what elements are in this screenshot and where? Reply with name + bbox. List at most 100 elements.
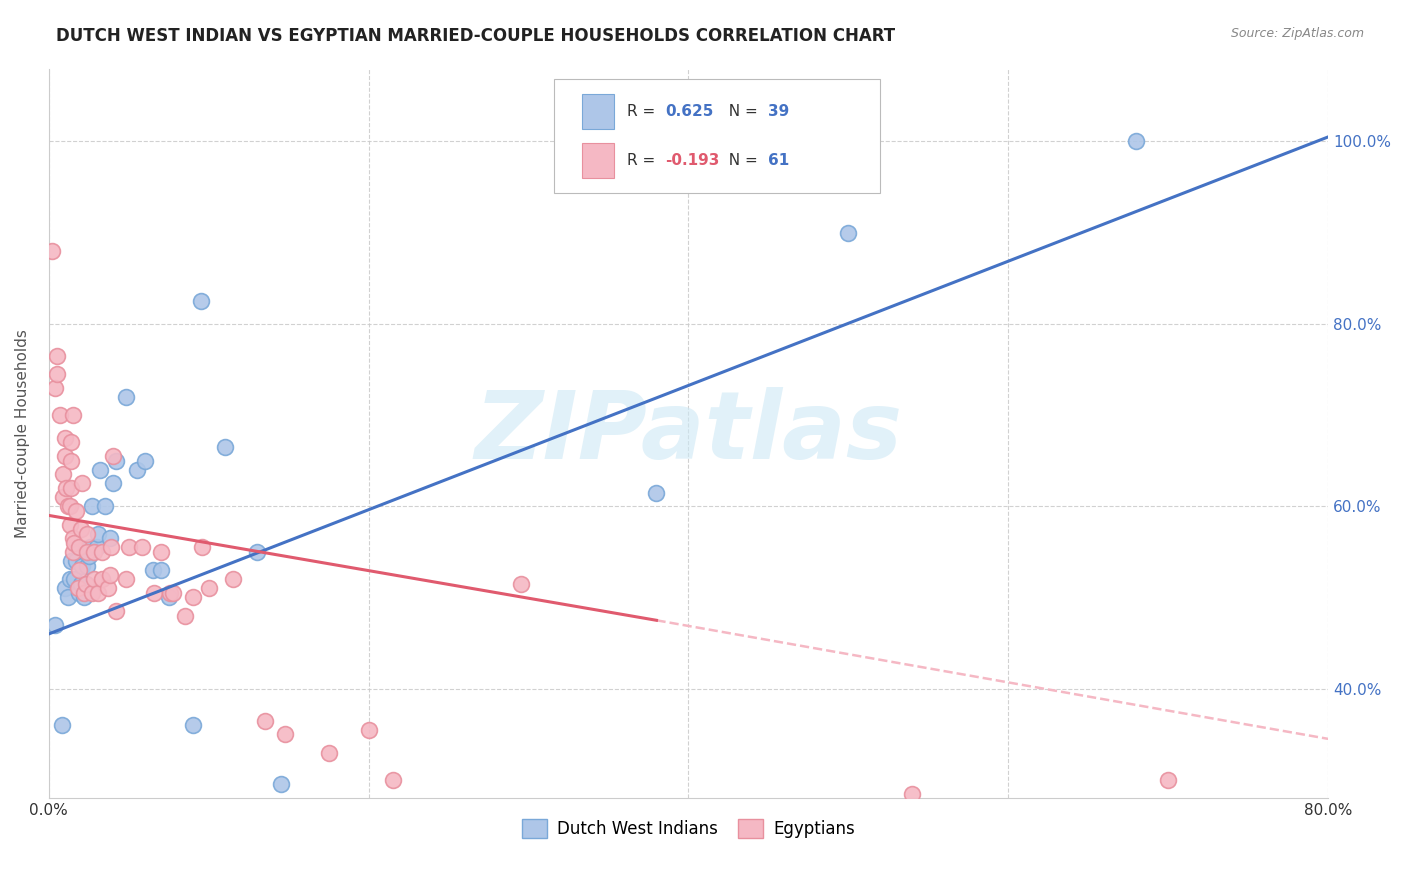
Text: N =: N = — [718, 104, 763, 119]
Point — [76, 526, 98, 541]
Point — [75, 577, 97, 591]
Point — [1125, 135, 1147, 149]
Point — [197, 582, 219, 596]
Point — [83, 545, 105, 559]
Point — [87, 526, 110, 541]
Point — [60, 435, 83, 450]
Point — [83, 572, 105, 586]
Point — [66, 541, 89, 555]
Point — [101, 449, 124, 463]
Point — [44, 618, 66, 632]
Point — [45, 367, 67, 381]
Point — [181, 591, 204, 605]
Text: R =: R = — [627, 104, 661, 119]
Point — [67, 586, 90, 600]
Text: Source: ZipAtlas.com: Source: ZipAtlas.com — [1230, 27, 1364, 40]
Point — [357, 723, 380, 737]
Point — [98, 567, 121, 582]
Point — [93, 500, 115, 514]
Text: -0.193: -0.193 — [665, 153, 720, 168]
Point — [53, 449, 76, 463]
Point — [104, 453, 127, 467]
FancyBboxPatch shape — [582, 94, 614, 129]
Text: 0.625: 0.625 — [665, 104, 714, 119]
Point — [837, 226, 859, 240]
Point — [90, 545, 112, 559]
Point — [53, 431, 76, 445]
Point — [44, 381, 66, 395]
Point — [142, 563, 165, 577]
Point — [101, 476, 124, 491]
Point — [55, 481, 77, 495]
Point — [645, 485, 668, 500]
Point — [45, 349, 67, 363]
Point — [173, 608, 195, 623]
Point — [66, 582, 89, 596]
Point — [97, 582, 120, 596]
Point — [80, 586, 103, 600]
Point — [509, 577, 531, 591]
Point — [58, 572, 80, 586]
Point — [72, 558, 94, 573]
Point — [67, 563, 90, 577]
Point — [69, 522, 91, 536]
Point — [52, 467, 75, 482]
Point — [56, 500, 79, 514]
Point — [62, 545, 84, 559]
Point — [60, 554, 83, 568]
Point — [381, 772, 404, 787]
Point — [63, 535, 86, 549]
Point — [253, 714, 276, 728]
Point — [73, 591, 96, 605]
Text: N =: N = — [718, 153, 763, 168]
Point — [149, 563, 172, 577]
Point — [190, 294, 212, 309]
Point — [52, 490, 75, 504]
Point — [58, 500, 80, 514]
FancyBboxPatch shape — [554, 79, 880, 193]
Point — [56, 591, 79, 605]
Y-axis label: Married-couple Households: Married-couple Households — [15, 329, 30, 538]
Point — [53, 582, 76, 596]
Point — [79, 541, 101, 555]
Point — [125, 463, 148, 477]
Point — [114, 572, 136, 586]
Point — [65, 554, 87, 568]
Point — [162, 586, 184, 600]
Point — [51, 718, 73, 732]
Point — [1157, 772, 1180, 787]
Point — [75, 577, 97, 591]
Point — [86, 541, 108, 555]
Point — [98, 531, 121, 545]
Point — [77, 549, 100, 564]
Point — [76, 558, 98, 573]
Point — [221, 572, 243, 586]
Point — [191, 541, 214, 555]
Point — [100, 541, 122, 555]
Point — [901, 787, 924, 801]
Point — [134, 453, 156, 467]
Point — [157, 591, 180, 605]
Point — [72, 476, 94, 491]
Point — [114, 390, 136, 404]
Point — [131, 541, 153, 555]
Point — [90, 572, 112, 586]
Point — [49, 408, 72, 422]
Point — [80, 500, 103, 514]
Point — [104, 604, 127, 618]
Point — [214, 440, 236, 454]
Point — [73, 586, 96, 600]
Point — [62, 408, 84, 422]
Point — [149, 545, 172, 559]
Legend: Dutch West Indians, Egyptians: Dutch West Indians, Egyptians — [516, 812, 862, 845]
Point — [318, 746, 340, 760]
Point — [69, 577, 91, 591]
Point — [246, 545, 269, 559]
Point — [143, 586, 166, 600]
Point — [270, 777, 292, 791]
Point — [65, 504, 87, 518]
Point — [89, 463, 111, 477]
Point — [159, 586, 181, 600]
Text: DUTCH WEST INDIAN VS EGYPTIAN MARRIED-COUPLE HOUSEHOLDS CORRELATION CHART: DUTCH WEST INDIAN VS EGYPTIAN MARRIED-CO… — [56, 27, 896, 45]
Point — [60, 481, 83, 495]
